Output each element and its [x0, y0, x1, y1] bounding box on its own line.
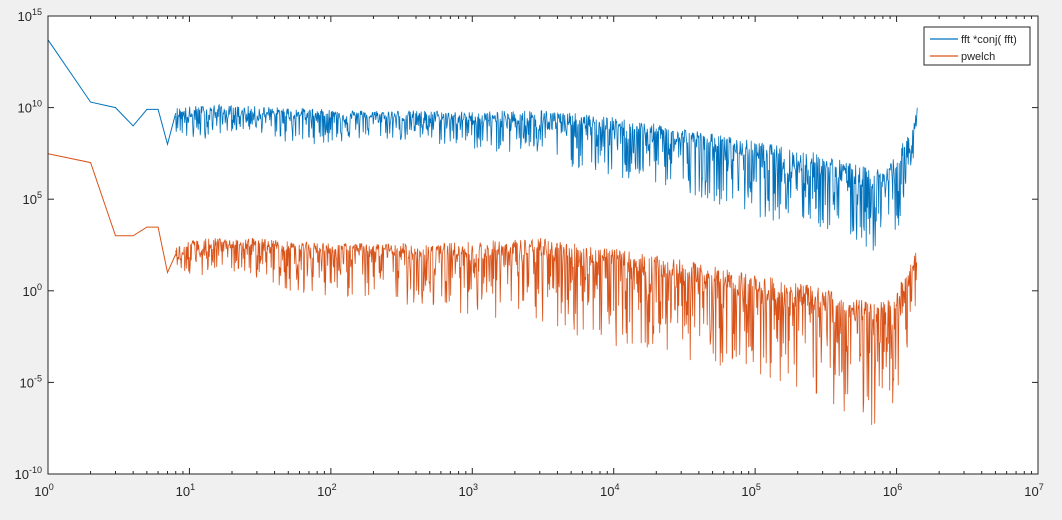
x-tick-base: 10	[459, 484, 473, 499]
x-tick-label: 106	[883, 482, 902, 499]
y-tick-base: 10	[23, 192, 37, 207]
y-tick-label: 100	[23, 282, 42, 299]
legend-label: pwelch	[961, 51, 995, 63]
x-tick-base: 10	[317, 484, 331, 499]
x-tick-base: 10	[741, 484, 755, 499]
y-tick-label: 105	[23, 190, 42, 207]
y-tick-base: 10	[23, 284, 37, 299]
x-tick-label: 100	[34, 482, 53, 499]
x-tick-exp: 5	[756, 482, 761, 492]
x-tick-exp: 3	[473, 482, 478, 492]
x-tick-exp: 7	[1039, 482, 1044, 492]
x-tick-base: 10	[1024, 484, 1038, 499]
x-tick-base: 10	[600, 484, 614, 499]
legend: fft *conj( fft) pwelch	[923, 26, 1031, 66]
x-tick-label: 104	[600, 482, 619, 499]
series-line-noise	[175, 237, 918, 425]
y-tick-exp: -5	[34, 373, 42, 383]
y-tick-base: 10	[15, 467, 29, 482]
y-tick-exp: -10	[29, 465, 42, 475]
series-layer	[47, 39, 918, 425]
y-tick-exp: 10	[32, 99, 42, 109]
x-tick-label: 102	[317, 482, 336, 499]
y-tick-label: 10-5	[20, 373, 42, 390]
x-tick-label: 101	[176, 482, 195, 499]
x-tick-exp: 6	[897, 482, 902, 492]
x-tick-base: 10	[34, 484, 48, 499]
x-tick-base: 10	[883, 484, 897, 499]
y-tick-label: 10-10	[15, 465, 42, 482]
y-tick-exp: 5	[37, 190, 42, 200]
x-tick-exp: 2	[332, 482, 337, 492]
y-tick-exp: 15	[32, 7, 42, 17]
y-tick-base: 10	[18, 101, 32, 116]
y-tick-exp: 0	[37, 282, 42, 292]
y-tick-label: 1015	[18, 7, 42, 24]
series-fft	[47, 39, 918, 251]
x-tick-exp: 1	[190, 482, 195, 492]
y-tick-label: 1010	[18, 99, 42, 116]
axes-box	[47, 15, 1039, 475]
series-pwelch	[47, 153, 918, 425]
series-line-noise	[175, 103, 918, 251]
y-tick-base: 10	[18, 9, 32, 24]
legend-box	[923, 26, 1031, 66]
x-tick-label: 103	[459, 482, 478, 499]
legend-label: fft *conj( fft)	[961, 34, 1017, 46]
x-tick-exp: 0	[49, 482, 54, 492]
x-axis: 100 101 102 103 104 105 106 107	[34, 16, 1044, 499]
x-tick-exp: 4	[614, 482, 619, 492]
x-tick-label: 107	[1024, 482, 1043, 499]
series-line-lowfreq	[47, 39, 177, 147]
x-tick-base: 10	[176, 484, 190, 499]
x-tick-label: 105	[741, 482, 760, 499]
y-tick-base: 10	[20, 375, 34, 390]
series-line-lowfreq	[47, 153, 177, 275]
